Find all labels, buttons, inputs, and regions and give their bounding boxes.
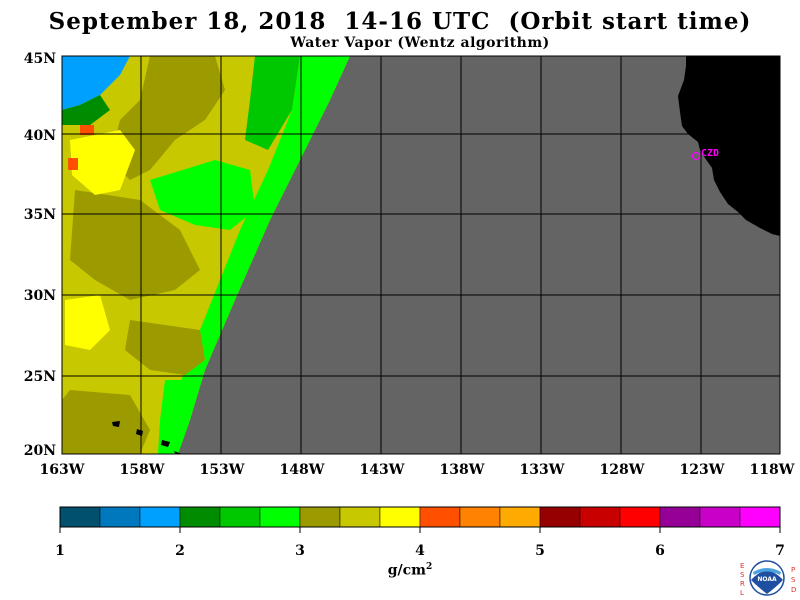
logo-letter: S bbox=[791, 576, 796, 584]
colorbar-swatch bbox=[300, 507, 340, 527]
psd-letters: P S D bbox=[791, 566, 796, 594]
colorbar-ticks bbox=[60, 527, 780, 533]
colorbar-swatch bbox=[580, 507, 620, 527]
colorbar-swatch bbox=[620, 507, 660, 527]
colorbar-swatch bbox=[380, 507, 420, 527]
logo-letter: S bbox=[740, 571, 745, 579]
colorbar-swatch bbox=[460, 507, 500, 527]
logo-letter: L bbox=[740, 589, 744, 597]
colorbar-swatch bbox=[60, 507, 100, 527]
logo-letter: D bbox=[791, 586, 796, 594]
colorbar-swatch bbox=[420, 507, 460, 527]
colorbar-swatch bbox=[340, 507, 380, 527]
colorbar-swatch bbox=[100, 507, 140, 527]
esrl-letters: E S R L bbox=[740, 562, 745, 597]
colorbar-swatch bbox=[140, 507, 180, 527]
colorbar-units: g/cm2 bbox=[380, 562, 440, 579]
colorbar-tick-label: 4 bbox=[410, 543, 430, 559]
colorbar-tick-label: 1 bbox=[50, 543, 70, 559]
colorbar-swatches bbox=[60, 507, 780, 527]
noaa-esrl-logo: E S R L P S D NOAA bbox=[736, 558, 798, 600]
units-exponent: 2 bbox=[426, 562, 432, 572]
logo-letter: P bbox=[791, 566, 795, 574]
colorbar-tick-label: 6 bbox=[650, 543, 670, 559]
colorbar-tick-label: 3 bbox=[290, 543, 310, 559]
noaa-text: NOAA bbox=[757, 576, 777, 583]
colorbar-swatch bbox=[500, 507, 540, 527]
logo-letter: E bbox=[740, 562, 744, 570]
colorbar-swatch bbox=[740, 507, 780, 527]
logo-letter: R bbox=[740, 580, 745, 588]
colorbar-swatch bbox=[220, 507, 260, 527]
colorbar-tick-label: 7 bbox=[770, 543, 790, 559]
colorbar-swatch bbox=[700, 507, 740, 527]
colorbar-swatch bbox=[660, 507, 700, 527]
colorbar-tick-label: 2 bbox=[170, 543, 190, 559]
colorbar-swatch bbox=[260, 507, 300, 527]
units-text: g/cm bbox=[388, 563, 426, 579]
colorbar-swatch bbox=[540, 507, 580, 527]
colorbar-swatch bbox=[180, 507, 220, 527]
colorbar-tick-label: 5 bbox=[530, 543, 550, 559]
